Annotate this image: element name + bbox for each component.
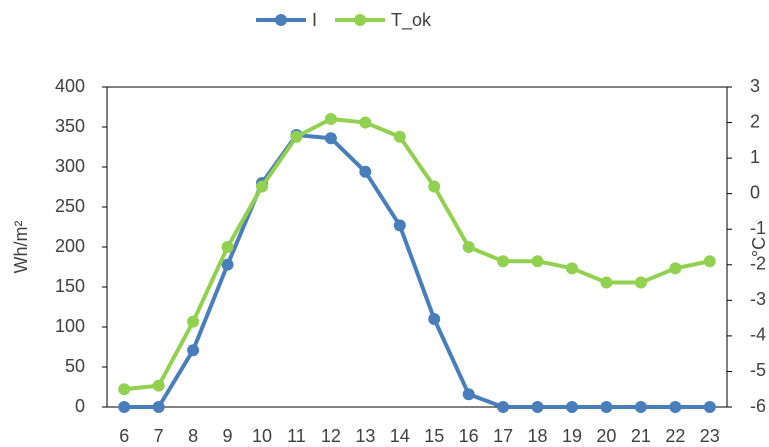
y2-tick-label: -3 bbox=[750, 289, 766, 309]
y-tick-label: 350 bbox=[55, 116, 85, 136]
series-marker bbox=[118, 401, 131, 413]
series-marker bbox=[566, 262, 578, 275]
series-line bbox=[124, 133, 710, 409]
series-marker bbox=[152, 401, 165, 413]
series-marker bbox=[290, 130, 303, 143]
series-marker bbox=[497, 401, 510, 413]
y2-tick-label: 3 bbox=[750, 76, 760, 96]
x-tick-label: 16 bbox=[459, 426, 479, 446]
x-tick-label: 10 bbox=[252, 426, 272, 446]
series-marker bbox=[600, 401, 613, 413]
x-tick-label: 8 bbox=[188, 426, 198, 446]
x-tick-label: 7 bbox=[154, 426, 164, 446]
series-marker bbox=[393, 219, 406, 232]
series-marker bbox=[669, 401, 682, 413]
x-tick-label: 22 bbox=[665, 426, 685, 446]
y-tick-label: 0 bbox=[75, 396, 85, 416]
series-marker bbox=[187, 315, 200, 328]
series-marker bbox=[497, 255, 510, 268]
y-tick-label: 250 bbox=[55, 196, 85, 216]
x-tick-label: 11 bbox=[287, 426, 306, 446]
series-marker bbox=[703, 401, 716, 413]
series-marker bbox=[428, 313, 441, 325]
y2-tick-label: -5 bbox=[750, 360, 766, 380]
y2-tick-label: -6 bbox=[750, 396, 766, 416]
x-tick-label: 15 bbox=[424, 426, 444, 446]
x-tick-label: 18 bbox=[528, 426, 548, 446]
y-tick-label: 300 bbox=[55, 156, 85, 176]
series-marker bbox=[600, 276, 613, 289]
series-marker bbox=[462, 241, 475, 253]
x-tick-label: 23 bbox=[700, 426, 720, 446]
series-marker bbox=[324, 113, 337, 125]
series-marker bbox=[359, 165, 372, 178]
x-tick-label: 6 bbox=[119, 426, 129, 446]
x-tick-label: 17 bbox=[493, 426, 513, 446]
y-tick-label: 400 bbox=[55, 76, 85, 96]
legend-marker bbox=[354, 14, 367, 26]
x-tick-label: 13 bbox=[355, 426, 375, 446]
series-marker bbox=[531, 401, 544, 413]
y-axis-title: Wh/m² bbox=[11, 221, 31, 274]
series-marker bbox=[634, 401, 647, 413]
y2-tick-label: -1 bbox=[750, 218, 766, 238]
series-marker bbox=[152, 379, 165, 392]
series-marker bbox=[634, 276, 647, 289]
y2-tick-label: 2 bbox=[750, 111, 760, 131]
series-marker bbox=[359, 116, 372, 129]
y-tick-label: 200 bbox=[55, 236, 85, 256]
y-tick-label: 150 bbox=[55, 276, 85, 296]
y2-tick-label: -4 bbox=[750, 325, 766, 345]
y-tick-label: 100 bbox=[55, 316, 85, 336]
x-tick-label: 20 bbox=[596, 426, 616, 446]
x-tick-label: 14 bbox=[390, 426, 410, 446]
series-marker bbox=[566, 401, 578, 413]
y2-tick-label: 1 bbox=[750, 147, 760, 167]
series-marker bbox=[256, 180, 268, 193]
y2-axis-title: °C bbox=[749, 237, 769, 257]
series-line bbox=[124, 117, 711, 392]
x-tick-label: 12 bbox=[321, 426, 341, 446]
series-marker bbox=[324, 132, 337, 145]
series-marker bbox=[393, 130, 406, 143]
x-tick-label: 19 bbox=[562, 426, 582, 446]
series-marker bbox=[669, 262, 682, 275]
series-marker bbox=[428, 180, 441, 193]
series-marker bbox=[462, 388, 475, 401]
x-tick-label: 9 bbox=[223, 426, 233, 446]
series-marker bbox=[531, 255, 544, 268]
y-tick-label: 50 bbox=[65, 356, 85, 376]
plot-area bbox=[106, 86, 728, 408]
legend-label: T_ok bbox=[391, 10, 432, 31]
series-marker bbox=[118, 383, 131, 396]
series-marker bbox=[221, 258, 234, 271]
y2-tick-label: -2 bbox=[750, 254, 766, 274]
x-tick-label: 21 bbox=[631, 426, 651, 446]
legend-label: I bbox=[312, 10, 317, 30]
series-marker bbox=[221, 241, 234, 253]
legend-marker bbox=[275, 14, 287, 26]
series-marker bbox=[703, 255, 716, 268]
series-marker bbox=[187, 344, 200, 357]
y2-tick-label: 0 bbox=[750, 182, 760, 202]
